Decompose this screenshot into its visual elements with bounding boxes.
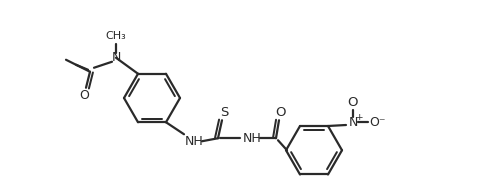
Text: O: O bbox=[276, 106, 286, 119]
Text: NH: NH bbox=[185, 135, 203, 148]
Text: S: S bbox=[220, 106, 228, 119]
Text: O⁻: O⁻ bbox=[370, 116, 386, 129]
Text: CH₃: CH₃ bbox=[106, 31, 126, 41]
Text: NH: NH bbox=[243, 132, 261, 145]
Text: O: O bbox=[79, 89, 89, 102]
Text: +: + bbox=[355, 113, 363, 121]
Text: N: N bbox=[112, 51, 121, 64]
Text: O: O bbox=[348, 95, 358, 108]
Text: N: N bbox=[348, 116, 358, 129]
